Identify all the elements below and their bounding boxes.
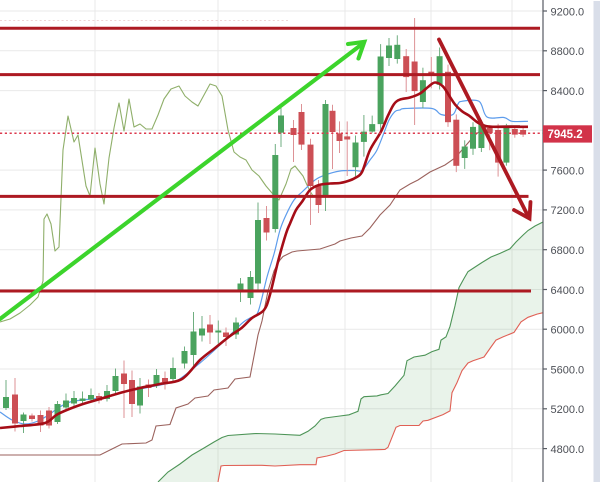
svg-text:9200.0: 9200.0	[551, 6, 585, 18]
svg-text:8800.0: 8800.0	[551, 46, 585, 58]
svg-text:5200.0: 5200.0	[551, 404, 585, 416]
svg-text:7200.0: 7200.0	[551, 205, 585, 217]
svg-text:6000.0: 6000.0	[551, 325, 585, 337]
svg-text:8400.0: 8400.0	[551, 86, 585, 98]
svg-text:6400.0: 6400.0	[551, 285, 585, 297]
svg-text:5600.0: 5600.0	[551, 364, 585, 376]
svg-text:6800.0: 6800.0	[551, 245, 585, 257]
svg-text:7945.2: 7945.2	[548, 129, 583, 141]
svg-text:4800.0: 4800.0	[551, 444, 585, 456]
svg-text:7600.0: 7600.0	[551, 165, 585, 177]
